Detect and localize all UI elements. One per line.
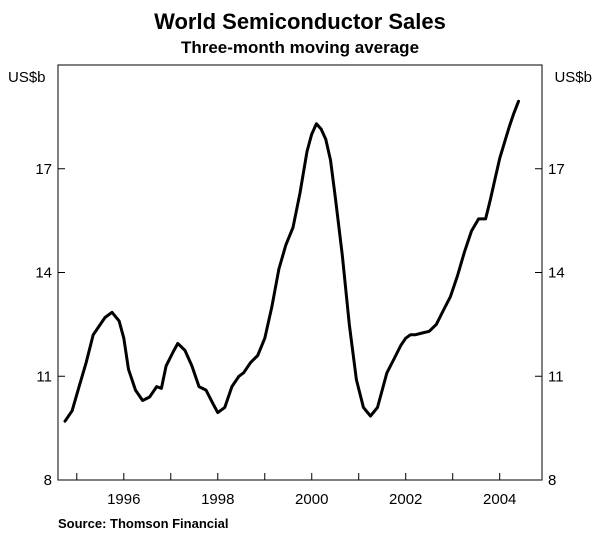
x-tick-label: 1998 xyxy=(201,491,234,508)
series-line-semiconductor-sales xyxy=(63,99,520,423)
source-note: Source: Thomson Financial xyxy=(58,516,228,531)
y-tick-labels-left: 8 11 14 17 xyxy=(35,161,65,489)
x-axis-ticks: 1996 1998 2000 2002 2004 xyxy=(76,473,516,508)
y-tick-label-right: 14 xyxy=(548,265,565,282)
y-tick-label-left: 11 xyxy=(36,368,52,385)
y-tick-label-right: 17 xyxy=(548,161,565,178)
y-tick-label-left: 17 xyxy=(35,161,52,178)
x-tick-label: 2004 xyxy=(483,491,516,508)
chart-subtitle: Three-month moving average xyxy=(181,38,419,57)
y-tick-label-left: 14 xyxy=(35,265,52,282)
x-tick-label: 2000 xyxy=(295,491,328,508)
plot-area-frame xyxy=(57,64,543,481)
y-tick-label-right: 11 xyxy=(548,368,564,385)
x-tick-label: 2002 xyxy=(389,491,422,508)
series-group xyxy=(63,99,520,423)
x-tick-label: 1996 xyxy=(107,491,140,508)
y-axis-label-right: US$b xyxy=(554,69,592,86)
y-tick-label-left: 8 xyxy=(44,472,52,489)
y-axis-label-left: US$b xyxy=(8,69,46,86)
y-tick-label-right: 8 xyxy=(548,472,556,489)
chart-title: World Semiconductor Sales xyxy=(154,9,446,34)
y-tick-labels-right: 8 11 14 17 xyxy=(535,161,565,489)
